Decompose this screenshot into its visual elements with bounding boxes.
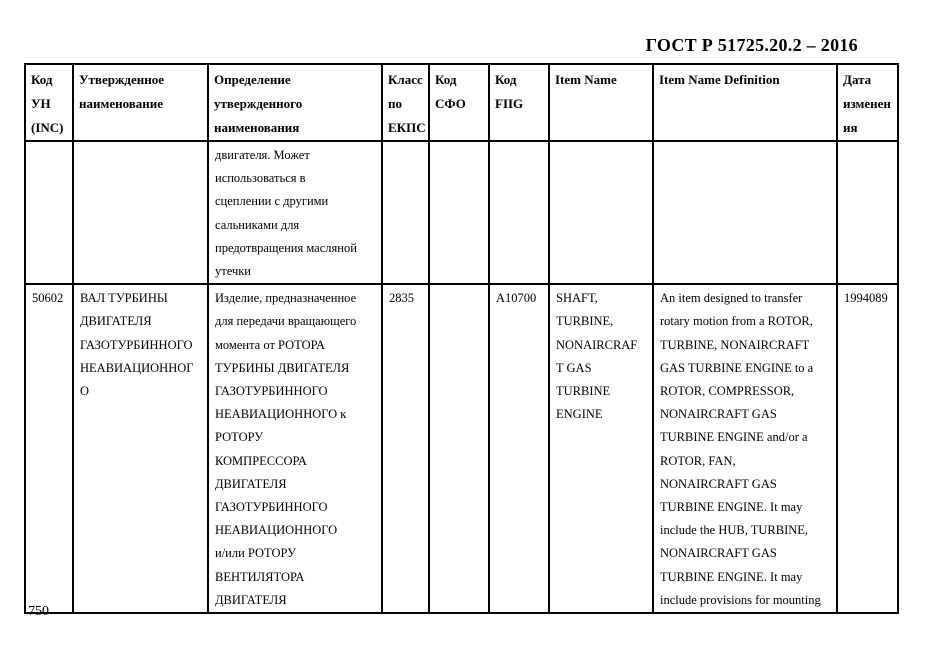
cell-inc-code — [24, 139, 74, 286]
cell-sfo-code — [428, 139, 490, 286]
cell-sfo-code — [428, 283, 490, 615]
col-header-sfo-code: Код СФО — [428, 63, 490, 142]
cell-item-name — [548, 139, 654, 286]
cell-fiig-code — [488, 139, 550, 286]
cell-fiig-code: A10700 — [488, 283, 550, 615]
cell-approved-name-definition: двигателя. Может использоваться в сцепле… — [207, 139, 383, 286]
page-number: 750 — [28, 604, 49, 619]
cell-ekps-class — [381, 139, 430, 286]
cell-inc-code: 50602 — [24, 283, 74, 615]
standard-title: ГОСТ Р 51725.20.2 – 2016 — [645, 35, 858, 55]
table-header-row: Код УН (INC) Утвержденное наименование О… — [24, 63, 899, 142]
table-row-continuation: двигателя. Может использоваться в сцепле… — [24, 139, 899, 286]
col-header-item-name-definition: Item Name Definition — [652, 63, 838, 142]
col-header-change-date: Дата изменен ия — [836, 63, 899, 142]
cell-change-date: 1994089 — [836, 283, 899, 615]
classification-table: Код УН (INC) Утвержденное наименование О… — [24, 63, 899, 615]
col-header-item-name: Item Name — [548, 63, 654, 142]
cell-approved-name-definition: Изделие, предназначенное для передачи вр… — [207, 283, 383, 615]
cell-ekps-class: 2835 — [381, 283, 430, 615]
cell-item-name-definition: An item designed to transfer rotary moti… — [652, 283, 838, 615]
cell-item-name-definition — [652, 139, 838, 286]
col-header-fiig-code: Код FIIG — [488, 63, 550, 142]
col-header-ekps-class: Класс по ЕКПС — [381, 63, 430, 142]
cell-approved-name: ВАЛ ТУРБИНЫ ДВИГАТЕЛЯ ГАЗОТУРБИННОГО НЕА… — [72, 283, 209, 615]
cell-item-name: SHAFT, TURBINE, NONAIRCRAF T GAS TURBINE… — [548, 283, 654, 615]
cell-change-date — [836, 139, 899, 286]
table-row-50602: 50602 ВАЛ ТУРБИНЫ ДВИГАТЕЛЯ ГАЗОТУРБИННО… — [24, 283, 899, 615]
col-header-inc-code: Код УН (INC) — [24, 63, 74, 142]
col-header-approved-name-definition: Определение утвержденного наименования — [207, 63, 383, 142]
cell-approved-name — [72, 139, 209, 286]
col-header-approved-name: Утвержденное наименование — [72, 63, 209, 142]
